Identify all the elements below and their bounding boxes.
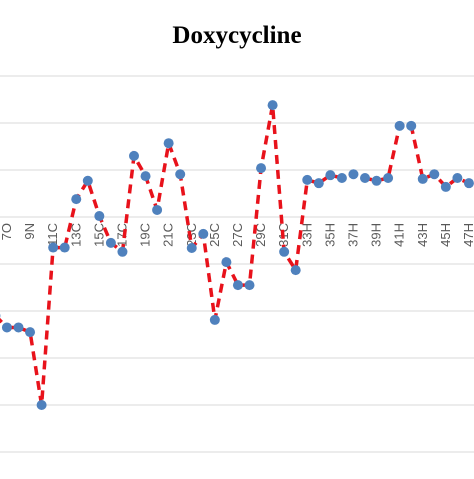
data-point (429, 169, 439, 179)
data-point (314, 178, 324, 188)
data-point (2, 322, 12, 332)
data-point (441, 182, 451, 192)
data-point (60, 243, 70, 253)
x-tick-label: 47H (461, 223, 474, 247)
data-point (337, 173, 347, 183)
data-point (37, 400, 47, 410)
data-point (279, 247, 289, 257)
x-tick-label: 37H (345, 223, 360, 247)
data-point (302, 175, 312, 185)
data-point (129, 151, 139, 161)
data-point (360, 173, 370, 183)
data-point (221, 257, 231, 267)
data-point (164, 138, 174, 148)
x-tick-label: 7O (0, 223, 14, 240)
x-tick-label: 21C (161, 223, 176, 247)
chart-title: Doxycycline (172, 22, 301, 49)
data-point (464, 178, 474, 188)
data-point (406, 121, 416, 131)
data-point (94, 211, 104, 221)
data-point (395, 121, 405, 131)
x-tick-label: 41H (392, 223, 407, 247)
data-point (245, 280, 255, 290)
x-tick-label: 27C (230, 223, 245, 247)
data-point (187, 243, 197, 253)
x-tick-label: 39H (369, 223, 384, 247)
data-point (348, 169, 358, 179)
data-point (256, 163, 266, 173)
x-tick-label: 43H (415, 223, 430, 247)
data-point (25, 327, 35, 337)
data-point (268, 100, 278, 110)
data-point (106, 238, 116, 248)
x-tick-label: 19C (138, 223, 153, 247)
x-tick-label: 11C (45, 223, 60, 246)
data-point (117, 247, 127, 257)
x-tick-label: 25C (207, 223, 222, 247)
data-point (14, 322, 24, 332)
data-point (175, 169, 185, 179)
data-line (0, 105, 469, 405)
data-point (48, 243, 58, 253)
data-point (83, 176, 93, 186)
data-point (452, 173, 462, 183)
data-point (71, 194, 81, 204)
data-point (325, 170, 335, 180)
x-tick-label: 9N (22, 223, 37, 240)
data-point (210, 315, 220, 325)
x-tick-label: 45H (438, 223, 453, 247)
data-point (372, 176, 382, 186)
data-point (141, 171, 151, 181)
x-tick-label: 15C (91, 223, 106, 247)
data-point (233, 280, 243, 290)
x-tick-label: 17C (114, 223, 129, 247)
data-point (152, 205, 162, 215)
x-tick-label: 35H (322, 223, 337, 247)
data-point (383, 173, 393, 183)
data-point (291, 265, 301, 275)
data-point (198, 229, 208, 239)
data-point (418, 174, 428, 184)
